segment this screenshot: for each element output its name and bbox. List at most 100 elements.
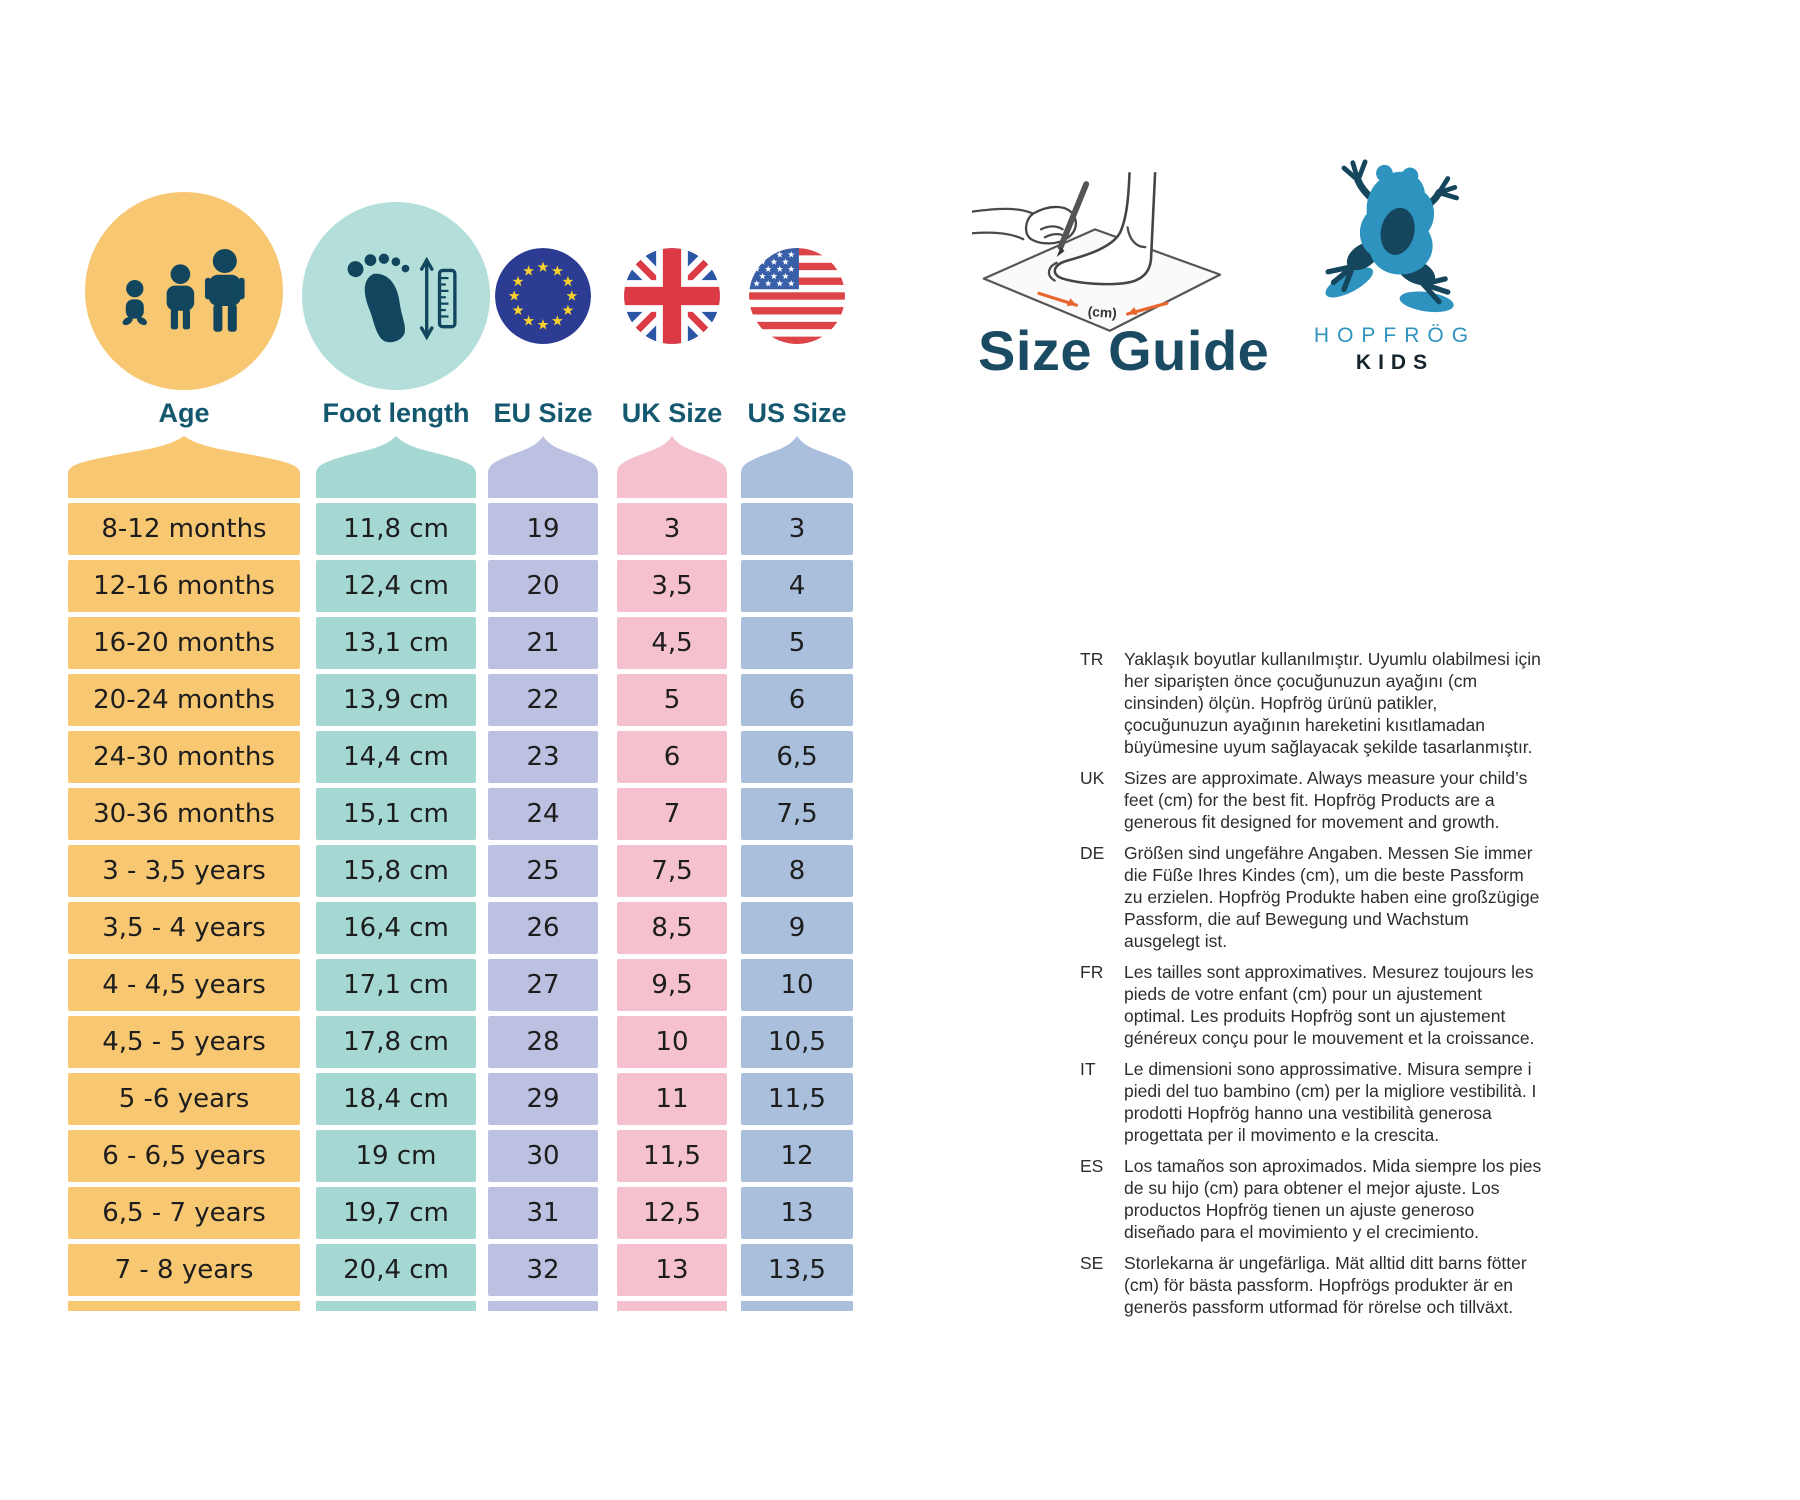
foot-ruler-icon [302,202,490,390]
size-cell-us: 10,5 [741,1016,853,1068]
column-arch [68,436,300,498]
size-cell-age: 6 - 6,5 years [68,1130,300,1182]
note-lang-label: IT [1080,1059,1096,1079]
size-cell-uk: 9,5 [617,959,727,1011]
size-cell-eu: 25 [488,845,598,897]
column-foot-length: Foot length 11,8 cm 12,4 cm 13,1 cm 13,9 cm… [302,140,490,1311]
size-cell-foot: 19 cm [316,1130,476,1182]
size-cell-age: 7 - 8 years [68,1244,300,1296]
size-cell-us: 7,5 [741,788,853,840]
size-cell-uk: 5 [617,674,727,726]
column-eu-size: EU Size 19 20 21 22 23 24 25 26 27 28 29 30 31 32 [488,140,598,1311]
column-arch [488,436,598,498]
us-flag-icon [749,248,845,344]
uk-icon-area [617,140,727,390]
size-cell-uk: 7 [617,788,727,840]
column-tail [316,1301,476,1311]
size-cell-foot: 15,8 cm [316,845,476,897]
column-cells: 11,8 cm 12,4 cm 13,1 cm 13,9 cm 14,4 cm 15,1 … [316,503,476,1301]
note-text: Los tamaños son aproximados. Mida siempr… [1124,1156,1542,1242]
note-item-it: IT Le dimensioni sono approssimative. Mis… [1080,1058,1544,1146]
size-cell-age: 24-30 months [68,731,300,783]
size-cell-age: 6,5 - 7 years [68,1187,300,1239]
column-tail [617,1301,727,1311]
size-cell-age: 20-24 months [68,674,300,726]
cm-label: (cm) [1087,304,1117,321]
column-tail [741,1301,853,1311]
column-arch [617,436,727,498]
size-cell-foot: 20,4 cm [316,1244,476,1296]
column-label: UK Size [621,397,723,428]
size-cell-us: 8 [741,845,853,897]
size-cell-eu: 29 [488,1073,598,1125]
size-cell-age: 4 - 4,5 years [68,959,300,1011]
size-cell-age: 3,5 - 4 years [68,902,300,954]
size-cell-us: 13 [741,1187,853,1239]
size-cell-uk: 11,5 [617,1130,727,1182]
column-label: US Size [747,397,847,428]
size-cell-foot: 14,4 cm [316,731,476,783]
note-item-de: DE Größen sind ungefähre Angaben. Messen … [1080,842,1544,952]
brand-sub: KIDS [1355,351,1435,374]
size-cell-us: 12 [741,1130,853,1182]
column-tail [68,1301,300,1311]
note-text: Storlekarna är ungefärliga. Mät alltid d… [1124,1253,1527,1317]
size-cell-eu: 27 [488,959,598,1011]
foot-icon-area [302,140,490,390]
size-cell-eu: 26 [488,902,598,954]
size-cell-age: 16-20 months [68,617,300,669]
brand-name: HOPFRÖG [1313,324,1477,347]
size-cell-uk: 8,5 [617,902,727,954]
size-cell-uk: 3 [617,503,727,555]
column-cells: 3 3,5 4,5 5 6 7 7,5 8,5 9,5 10 11 11,5 12,5 13 [617,503,727,1301]
size-cell-eu: 22 [488,674,598,726]
size-cell-us: 9 [741,902,853,954]
size-cell-age: 12-16 months [68,560,300,612]
column-cells: 3 4 5 6 6,5 7,5 8 9 10 10,5 11,5 12 13 13,5 [741,503,853,1301]
eu-flag-icon [495,248,591,344]
size-cell-eu: 28 [488,1016,598,1068]
size-cell-foot: 13,9 cm [316,674,476,726]
note-lang-label: SE [1080,1253,1104,1273]
age-icon-area [68,140,300,390]
size-cell-uk: 10 [617,1016,727,1068]
note-lang-label: FR [1080,962,1104,982]
note-text: Le dimensioni sono approssimative. Misur… [1124,1059,1537,1145]
note-text: Größen sind ungefähre Angaben. Messen Si… [1124,843,1540,951]
uk-flag-icon [624,248,720,344]
note-text: Sizes are approximate. Always measure yo… [1124,768,1528,832]
size-cell-foot: 13,1 cm [316,617,476,669]
column-label: Foot length [322,397,470,428]
size-cell-us: 10 [741,959,853,1011]
size-cell-eu: 24 [488,788,598,840]
column-uk-size: UK Size 3 3,5 4,5 5 6 7 7,5 8,5 9,5 10 11 11,5 12,5 1… [617,140,727,1311]
column-arch [741,436,853,498]
size-cell-uk: 13 [617,1244,727,1296]
size-cell-eu: 32 [488,1244,598,1296]
size-cell-age: 5 -6 years [68,1073,300,1125]
size-cell-foot: 17,1 cm [316,959,476,1011]
size-cell-uk: 6 [617,731,727,783]
size-cell-us: 6 [741,674,853,726]
size-cell-us: 6,5 [741,731,853,783]
size-cell-age: 8-12 months [68,503,300,555]
column-age: Age 8-12 months 12-16 months 16-20 months 2… [68,140,300,1311]
size-cell-us: 5 [741,617,853,669]
note-lang-label: DE [1080,843,1105,863]
note-lang-label: UK [1080,768,1105,788]
column-label: Age [158,397,210,428]
column-us-size: US Size 3 4 5 6 6,5 7,5 8 9 10 10,5 11,5 12 13 13,5 [741,140,853,1311]
size-cell-eu: 31 [488,1187,598,1239]
note-text: Les tailles sont approximatives. Mesurez… [1124,962,1535,1048]
size-cell-uk: 4,5 [617,617,727,669]
cm-arrow [1037,291,1169,316]
size-cell-foot: 16,4 cm [316,902,476,954]
size-cell-uk: 3,5 [617,560,727,612]
size-cell-eu: 20 [488,560,598,612]
note-item-es: ES Los tamaños son aproximados. Mida siem… [1080,1155,1544,1243]
eu-icon-area [488,140,598,390]
note-item-tr: TR Yaklaşık boyutlar kullanılmıştır. Uyum… [1080,648,1544,758]
size-cell-us: 11,5 [741,1073,853,1125]
size-cell-us: 13,5 [741,1244,853,1296]
size-cell-foot: 18,4 cm [316,1073,476,1125]
